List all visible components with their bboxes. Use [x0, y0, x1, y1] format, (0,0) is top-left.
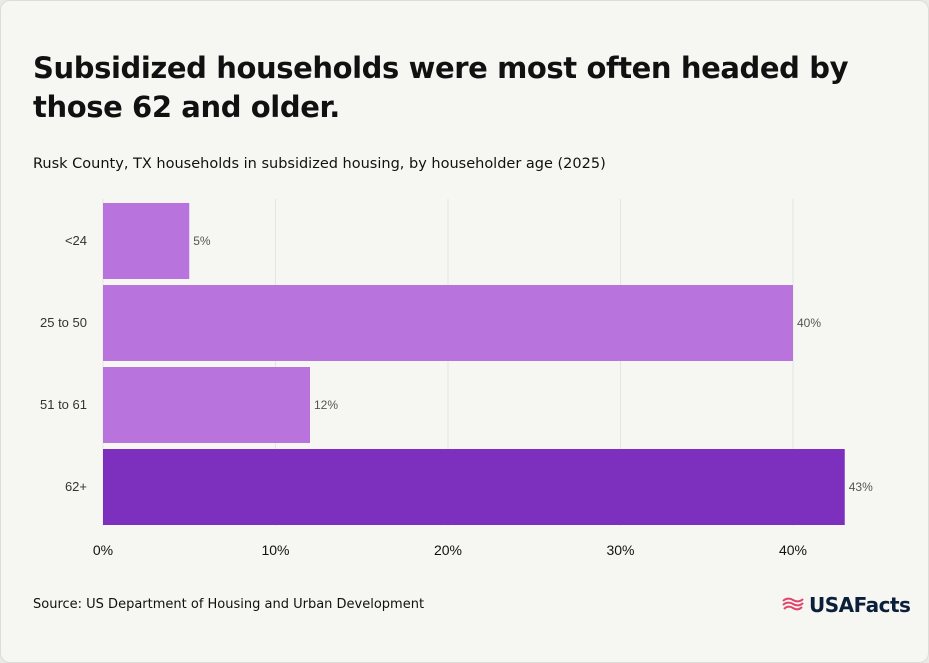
x-tick-label: 40%	[779, 542, 807, 558]
x-tick-label: 0%	[93, 542, 113, 558]
bar-4	[103, 449, 845, 525]
category-label: <24	[65, 233, 87, 248]
category-label: 51 to 61	[40, 397, 87, 412]
category-label: 25 to 50	[40, 315, 87, 330]
logo-text: USAFacts	[809, 593, 911, 617]
data-label: 12%	[314, 398, 338, 412]
bar-2	[103, 285, 793, 361]
data-label: 40%	[797, 316, 821, 330]
us-map-flag-icon	[782, 597, 804, 611]
bar-1	[103, 203, 190, 279]
chart-subtitle: Rusk County, TX households in subsidized…	[33, 156, 606, 172]
data-label: 5%	[193, 234, 211, 248]
chart-title: Subsidized households were most often he…	[33, 51, 849, 124]
bar-3	[103, 367, 310, 443]
usafacts-logo: USAFacts	[781, 593, 911, 617]
x-tick-label: 30%	[606, 542, 634, 558]
x-tick-label: 10%	[261, 542, 289, 558]
category-label: 62+	[65, 479, 87, 494]
x-tick-label: 20%	[434, 542, 462, 558]
data-label: 43%	[849, 480, 873, 494]
source-note: Source: US Department of Housing and Urb…	[33, 597, 425, 612]
